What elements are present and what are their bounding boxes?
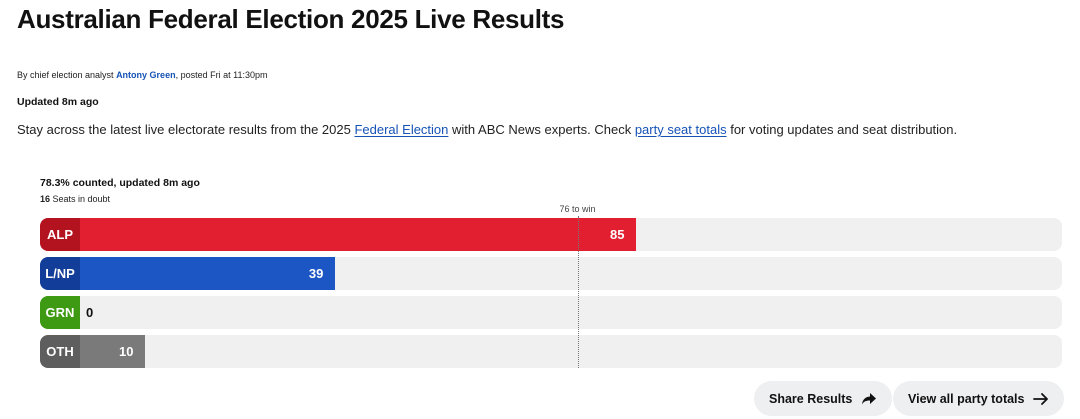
share-icon xyxy=(861,392,877,406)
seats-in-doubt: 16 Seats in doubt xyxy=(40,194,110,204)
party-label: ALP xyxy=(40,218,80,251)
seat-bar xyxy=(40,218,637,251)
arrow-right-icon xyxy=(1033,392,1049,405)
intro-part-2: with ABC News experts. Check xyxy=(448,122,635,137)
author-link[interactable]: Antony Green xyxy=(116,70,176,80)
seat-count: 85 xyxy=(610,227,625,242)
win-threshold-label: 76 to win xyxy=(559,204,596,214)
share-results-label: Share Results xyxy=(769,391,853,406)
intro-text: Stay across the latest live electorate r… xyxy=(17,122,957,137)
counted-status: 78.3% counted, updated 8m ago xyxy=(40,177,200,189)
intro-part-3: for voting updates and seat distribution… xyxy=(726,122,958,137)
federal-election-link[interactable]: Federal Election xyxy=(354,122,449,137)
seat-chart: ALP 85 L/NP 39 GRN 0 OTH 10 xyxy=(40,218,1062,374)
seat-count: 10 xyxy=(119,344,134,359)
seat-bar xyxy=(40,257,336,290)
page-title: Australian Federal Election 2025 Live Re… xyxy=(17,4,565,34)
party-row-lnp: L/NP 39 xyxy=(40,257,1062,290)
updated-time: Updated 8m ago xyxy=(17,96,99,108)
party-row-oth: OTH 10 xyxy=(40,335,1062,368)
view-all-party-totals-button[interactable]: View all party totals xyxy=(893,381,1065,416)
byline: By chief election analyst Antony Green, … xyxy=(17,70,267,80)
party-label: GRN xyxy=(40,296,80,329)
party-seat-totals-link[interactable]: party seat totals xyxy=(634,122,727,137)
doubt-label: Seats in doubt xyxy=(50,194,111,204)
intro-part-1: Stay across the latest live electorate r… xyxy=(17,122,355,137)
seat-count: 39 xyxy=(308,266,324,281)
share-results-button[interactable]: Share Results xyxy=(754,381,893,416)
party-label: L/NP xyxy=(40,257,80,290)
party-row-grn: GRN 0 xyxy=(40,296,1062,329)
party-label: OTH xyxy=(40,335,80,368)
party-row-alp: ALP 85 xyxy=(40,218,1062,251)
seat-count: 0 xyxy=(86,305,94,320)
byline-suffix: , posted Fri at 11:30pm xyxy=(175,70,268,80)
doubt-count: 16 xyxy=(40,194,51,204)
byline-prefix: By chief election analyst xyxy=(17,70,117,80)
win-threshold-line xyxy=(577,216,579,368)
view-all-label: View all party totals xyxy=(908,391,1025,406)
